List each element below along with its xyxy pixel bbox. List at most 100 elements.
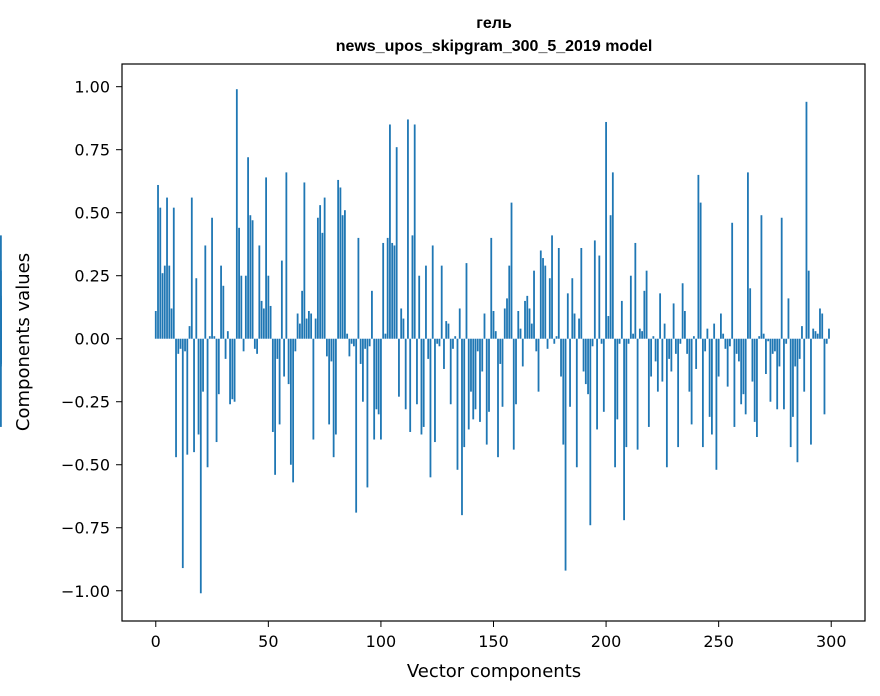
bar (470, 338, 472, 392)
x-axis: 0 50 100 150 200 250 300 (151, 621, 847, 651)
bar (787, 298, 790, 339)
bar (551, 235, 553, 339)
bar (778, 338, 781, 367)
bar (391, 242, 394, 339)
bar (587, 338, 589, 395)
bar (429, 338, 432, 478)
bar (807, 270, 810, 339)
bar (422, 338, 425, 427)
x-tick-label: 150 (478, 632, 509, 651)
bar (744, 338, 747, 415)
bar (240, 275, 243, 339)
bar (544, 265, 547, 339)
bar (418, 275, 421, 339)
bar (481, 338, 484, 372)
bar (747, 172, 749, 339)
bar (731, 222, 734, 339)
bar (753, 338, 756, 422)
bar (400, 308, 403, 339)
bar (461, 338, 463, 516)
bar (375, 338, 378, 410)
bar (202, 338, 204, 392)
bar (339, 187, 342, 339)
bar (479, 338, 481, 422)
bar (323, 197, 326, 339)
bar (674, 338, 677, 354)
bar (208, 336, 211, 339)
bar (686, 338, 689, 354)
bar (564, 338, 567, 571)
bar (438, 338, 441, 347)
bar (269, 305, 272, 339)
bar (717, 338, 720, 377)
bar (697, 174, 700, 339)
x-tick-label: 100 (366, 632, 397, 651)
bar (668, 338, 671, 359)
bar (334, 338, 337, 435)
bar (226, 331, 229, 339)
bar (386, 237, 389, 339)
y-tick-label: 0.25 (74, 267, 110, 286)
bar (157, 184, 159, 339)
bar (393, 245, 396, 339)
bar (249, 215, 252, 339)
bar (0, 338, 2, 427)
bar (301, 290, 304, 339)
bar (355, 338, 358, 513)
bar (526, 295, 529, 339)
bar (474, 338, 477, 410)
bar (380, 338, 382, 440)
bar (271, 338, 274, 432)
bar (555, 336, 558, 339)
bar (499, 338, 502, 364)
bar (0, 338, 2, 362)
bar (654, 338, 657, 362)
bar (665, 338, 668, 468)
bar (175, 338, 177, 458)
bar (332, 338, 335, 458)
bar (515, 338, 517, 405)
bar (810, 338, 812, 445)
bar (821, 313, 824, 339)
bar (197, 338, 200, 435)
bar (161, 273, 164, 339)
bar (738, 338, 740, 362)
bar (726, 338, 729, 387)
bar (260, 300, 263, 339)
bar (427, 338, 430, 359)
bar (616, 338, 619, 420)
bar (632, 333, 634, 339)
bar (310, 313, 313, 339)
bar (404, 338, 407, 410)
bar (366, 338, 369, 488)
bar (325, 338, 328, 357)
y-tick-label: −1.00 (61, 582, 110, 601)
bar (314, 318, 317, 339)
bar (425, 265, 427, 339)
bar (659, 293, 662, 339)
bar (483, 313, 486, 339)
bar (278, 338, 281, 425)
bar (517, 311, 520, 339)
bar (488, 338, 490, 412)
bar (625, 338, 628, 448)
bar (695, 338, 698, 369)
bar (440, 265, 443, 339)
bar (785, 338, 788, 344)
bar (557, 247, 560, 339)
bar (701, 338, 704, 448)
bar (193, 338, 195, 453)
bar (353, 338, 355, 347)
bar (783, 338, 785, 410)
bar (398, 338, 400, 397)
bar (794, 338, 797, 367)
bar (485, 338, 488, 445)
bar (814, 331, 817, 339)
bar (251, 220, 254, 339)
bar (452, 338, 454, 349)
bar (247, 157, 249, 339)
bar (580, 247, 583, 339)
bar (267, 275, 270, 339)
bar (362, 338, 364, 402)
